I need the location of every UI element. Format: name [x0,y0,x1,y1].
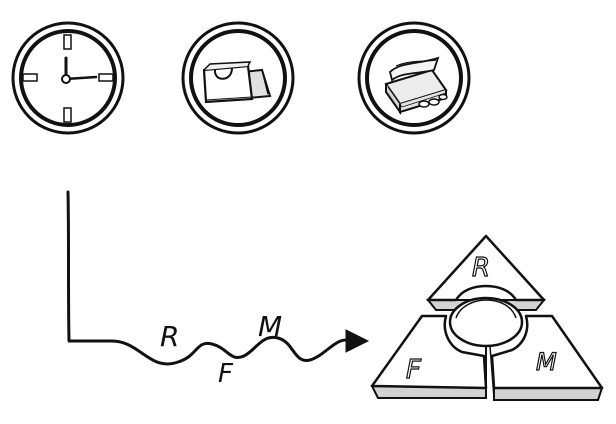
triangle-letter-r: R [472,253,490,283]
wavy-path-line [67,335,348,366]
path-letter-r: R [160,320,179,353]
money-stack-icon [357,21,471,135]
triangle-segment-f: F [370,314,488,399]
arrow-head [345,329,370,353]
clock-icon [11,21,125,135]
path-letter-f: F [218,359,234,389]
shopping-bags-icon [181,21,295,135]
triangle-center-hole [448,296,524,348]
vertical-axis-line [66,190,71,342]
path-letter-m: M [258,310,282,343]
triangle-letter-m: M [536,348,557,376]
rfm-triangle: R F M [370,234,604,401]
rfm-axis-path: R F M [66,190,370,389]
triangle-letter-f: F [406,355,422,385]
